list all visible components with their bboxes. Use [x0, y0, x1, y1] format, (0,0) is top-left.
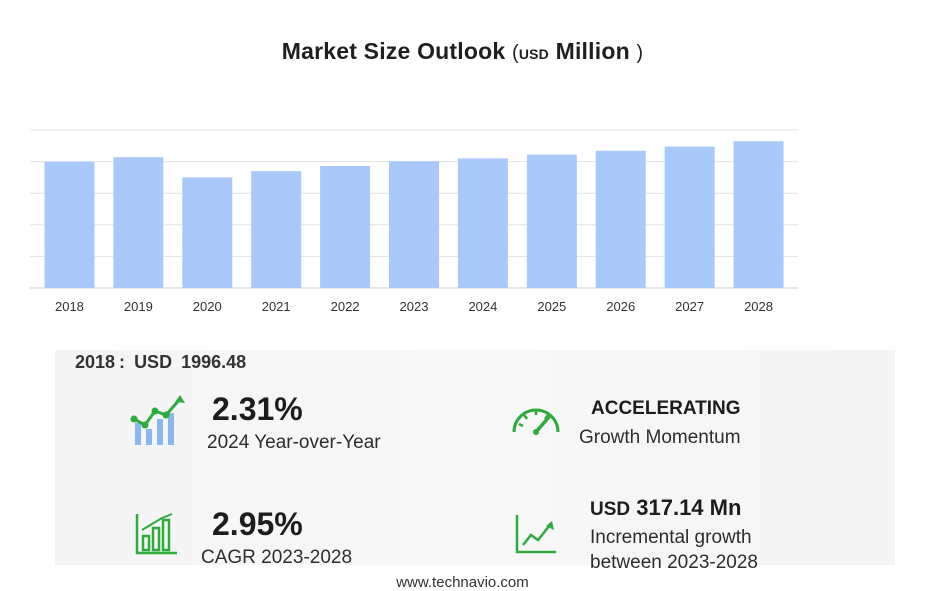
bar-2019 — [113, 157, 164, 288]
bar-chart: 2018 2019 2020 2021 2022 2023 2024 2025 2026 2027… — [30, 129, 798, 314]
chart-title: Market Size Outlook (USD Million ) — [0, 38, 925, 65]
trend-bars-icon — [130, 395, 185, 445]
bar-2026 — [595, 150, 646, 288]
yoy-value: 2.31% — [212, 391, 303, 427]
x-tick-label-2023: 2023 — [400, 299, 429, 314]
incremental-value-line: USD 317.14 Mn — [590, 495, 741, 521]
cagr-label: CAGR 2023-2028 — [201, 547, 353, 568]
incremental-currency: USD — [590, 499, 631, 520]
base-year-value: 2018: USD 1996.48 — [75, 352, 250, 373]
title-scale: Million — [555, 38, 630, 64]
bar-2023 — [389, 161, 439, 288]
x-tick-label-2026: 2026 — [606, 299, 635, 314]
bar-2020 — [182, 177, 233, 288]
momentum-value: ACCELERATING — [591, 398, 741, 419]
line-growth-icon — [515, 515, 556, 554]
bar-2018 — [44, 161, 95, 288]
x-tick-label-2021: 2021 — [262, 299, 291, 314]
stats-panel — [55, 350, 895, 565]
cagr-value: 2.95% — [212, 506, 303, 542]
speedometer-icon — [512, 408, 560, 435]
incremental-label-1: Incremental growth — [590, 527, 752, 548]
title-unit: USD — [518, 46, 549, 62]
title-main: Market Size Outlook — [281, 38, 506, 64]
x-tick-label-2028: 2028 — [744, 299, 773, 314]
title-open-paren: ( — [511, 42, 519, 64]
bar-2025 — [526, 154, 577, 288]
x-tick-label-2020: 2020 — [193, 299, 222, 314]
incremental-label-2: between 2023-2028 — [590, 552, 758, 573]
base-separator: : — [119, 352, 126, 372]
momentum-label: Growth Momentum — [579, 427, 741, 448]
x-tick-label-2027: 2027 — [675, 299, 704, 314]
x-tick-label-2018: 2018 — [55, 299, 84, 314]
title-close-paren: ) — [636, 42, 644, 64]
bar-2027 — [664, 146, 715, 288]
chart-x-axis-labels: 2018 2019 2020 2021 2022 2023 2024 2025 2026 2027… — [55, 299, 773, 314]
bar-chart-icon — [135, 513, 177, 555]
bar-2021 — [251, 171, 302, 288]
base-value: 1996.48 — [181, 352, 247, 372]
yoy-label: 2024 Year-over-Year — [207, 432, 381, 453]
base-year: 2018 — [75, 352, 116, 372]
bar-2028 — [733, 141, 784, 288]
incremental-value: 317.14 Mn — [636, 495, 742, 520]
x-tick-label-2022: 2022 — [331, 299, 360, 314]
x-tick-label-2024: 2024 — [468, 299, 497, 314]
footer-source: www.technavio.com — [396, 574, 529, 591]
x-tick-label-2019: 2019 — [124, 299, 153, 314]
x-tick-label-2025: 2025 — [537, 299, 566, 314]
base-currency: USD — [134, 352, 173, 372]
bar-2022 — [320, 166, 371, 288]
bar-2024 — [457, 158, 508, 288]
chart-bars — [44, 141, 784, 288]
